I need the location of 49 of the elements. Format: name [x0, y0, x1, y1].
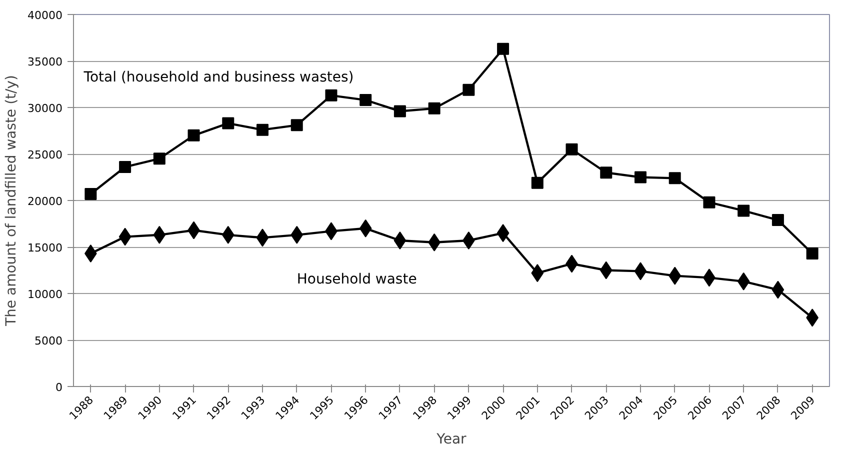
point	[360, 94, 372, 106]
point	[703, 196, 716, 208]
point	[256, 124, 268, 136]
point	[359, 219, 372, 238]
y-tick-label: 10000	[28, 288, 63, 301]
y-tick-label: 30000	[28, 102, 63, 115]
y-axis-title: The amount of landfilled waste (t/y)	[4, 75, 20, 327]
x-axis-title: Year	[436, 432, 467, 448]
point	[394, 231, 406, 250]
point	[737, 272, 750, 290]
point	[531, 264, 544, 282]
series-label: Total (household and business wastes)	[82, 69, 354, 86]
y-tick-label: 35000	[28, 56, 63, 68]
point	[290, 119, 303, 132]
point	[394, 105, 406, 118]
point	[496, 224, 510, 242]
point	[188, 129, 200, 142]
point	[290, 226, 304, 244]
y-tick-label: 15000	[28, 242, 63, 254]
point	[153, 226, 166, 244]
point	[119, 161, 132, 174]
point	[118, 228, 132, 246]
point	[222, 117, 234, 130]
point	[531, 176, 544, 189]
point	[772, 280, 784, 299]
point	[153, 152, 166, 165]
point	[325, 89, 338, 102]
point	[428, 102, 440, 114]
point	[738, 204, 750, 217]
y-tick-label: 0	[56, 381, 62, 394]
point	[668, 172, 681, 184]
y-tick-label: 5000	[34, 334, 63, 348]
point	[566, 143, 578, 156]
point	[600, 166, 612, 179]
point	[462, 84, 475, 96]
point	[634, 262, 647, 280]
point	[600, 261, 612, 280]
series-label: Household waste	[296, 272, 417, 288]
y-tick-label: 40000	[28, 9, 63, 22]
point	[222, 226, 234, 244]
point	[497, 42, 510, 55]
point	[256, 228, 269, 247]
point	[772, 214, 784, 226]
y-tick-label: 25000	[28, 148, 63, 162]
point	[668, 266, 682, 285]
point	[84, 188, 97, 200]
point	[634, 171, 646, 184]
y-tick-label: 20000	[28, 195, 63, 208]
point	[806, 248, 818, 260]
